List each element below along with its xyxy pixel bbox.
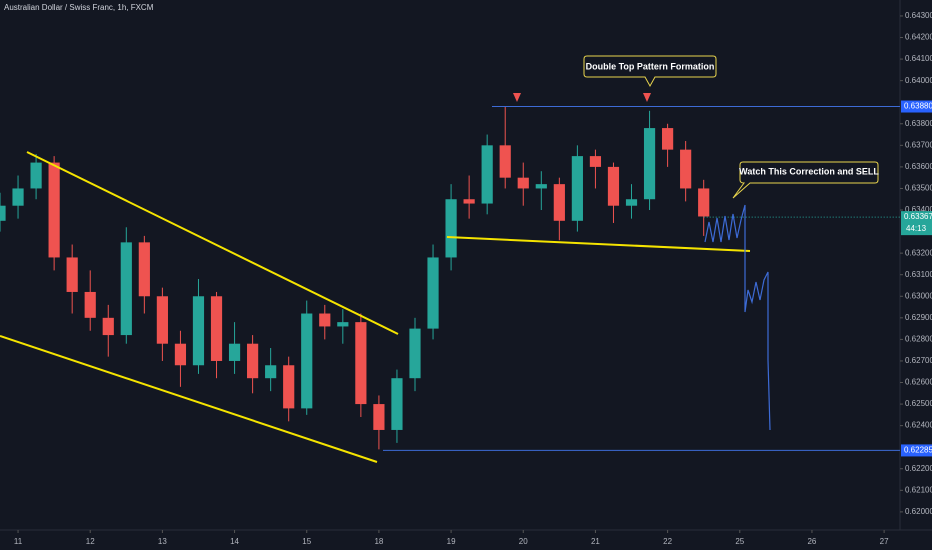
x-tick-label: 27 (880, 537, 889, 546)
candle-body (48, 162, 60, 258)
annotation-box (583, 55, 717, 88)
annotation-text: Watch This Correction and SELL (739, 166, 879, 176)
y-tick-label: 0.62100 (905, 485, 932, 494)
y-tick-label: 0.63100 (905, 270, 932, 279)
candle-body (391, 378, 403, 430)
y-tick-label: 0.63500 (905, 184, 932, 193)
annotation-box (732, 161, 879, 199)
candle-body (481, 145, 493, 204)
x-tick-label: 25 (735, 537, 744, 546)
candle-body (571, 156, 583, 221)
candle-body (283, 365, 295, 409)
candle-body (192, 296, 205, 366)
y-tick-label: 0.62800 (905, 334, 932, 343)
candle-body (84, 291, 96, 318)
y-tick-label: 0.64100 (905, 54, 932, 63)
y-tick-label: 0.62900 (905, 313, 932, 322)
x-tick-label: 20 (519, 537, 528, 546)
candle-body (625, 199, 638, 206)
candle-body (247, 343, 259, 379)
candle-body (319, 313, 331, 327)
candle-body (210, 296, 223, 361)
candle-body (66, 257, 78, 292)
candle-body (228, 343, 241, 361)
candle-body (120, 242, 132, 336)
candle-body (0, 205, 6, 221)
y-tick-label: 0.63600 (905, 162, 932, 171)
x-tick-label: 11 (14, 537, 23, 546)
candle-body (30, 162, 42, 189)
y-tick-label: 0.62500 (905, 399, 932, 408)
top-arrow (643, 93, 651, 102)
y-tick-label: 0.62700 (905, 356, 932, 365)
candle-body (427, 257, 439, 329)
y-tick-label: 0.62600 (905, 378, 932, 387)
y-tick-label: 0.64000 (905, 76, 932, 85)
candle-body (337, 322, 349, 327)
y-tick-label: 0.63700 (905, 140, 932, 149)
candle-body (265, 365, 277, 379)
level-label-box (901, 444, 932, 457)
y-tick-label: 0.62000 (905, 507, 932, 516)
candle-body (553, 184, 565, 221)
candle-body (662, 128, 674, 150)
candle-body (535, 184, 547, 189)
x-tick-label: 21 (591, 537, 600, 546)
x-tick-label: 13 (158, 537, 167, 546)
candle-body (102, 317, 114, 336)
candle-body (355, 322, 367, 405)
candle-body (12, 188, 24, 206)
y-tick-label: 0.63400 (905, 205, 932, 214)
current-price-label: 0.63367 (904, 212, 932, 221)
candle-body (301, 313, 313, 409)
top-arrow (513, 93, 521, 102)
y-tick-label: 0.63800 (905, 119, 932, 128)
candle-body (156, 296, 168, 344)
current-price-box (901, 211, 932, 236)
x-tick-label: 22 (663, 537, 672, 546)
level-label: 0.62285 (904, 446, 932, 455)
x-tick-label: 18 (374, 537, 383, 546)
candle-body (517, 177, 529, 189)
y-tick-label: 0.62400 (905, 421, 932, 430)
candle-body (463, 199, 475, 204)
candle-body (174, 343, 187, 366)
chart-title: Australian Dollar / Swiss Franc, 1h, FXC… (4, 3, 154, 12)
candle-body (698, 188, 710, 217)
y-tick-label: 0.63200 (905, 248, 932, 257)
candle-body (409, 328, 421, 379)
trendline (0, 335, 378, 463)
x-tick-label: 15 (302, 537, 311, 546)
x-tick-label: 26 (807, 537, 816, 546)
candle-body (445, 199, 457, 258)
y-tick-label: 0.64200 (905, 33, 932, 42)
candle-body (138, 242, 150, 297)
neckline (446, 236, 751, 252)
candle-body (589, 156, 602, 167)
candle-body (607, 166, 620, 206)
trendline (26, 151, 399, 335)
y-tick-label: 0.63000 (905, 291, 932, 300)
projection-path (704, 204, 771, 431)
y-tick-label: 0.62200 (905, 464, 932, 473)
candle-body (499, 145, 511, 178)
annotation-text: Double Top Pattern Formation (586, 61, 715, 71)
level-label-box (901, 100, 932, 113)
candle-body (680, 149, 692, 189)
x-tick-label: 14 (230, 537, 239, 546)
y-tick-label: 0.64300 (905, 11, 932, 20)
x-tick-label: 19 (447, 537, 456, 546)
candle-body (373, 404, 385, 430)
level-label: 0.63880 (904, 102, 932, 111)
candle-body (643, 128, 656, 200)
countdown-label: 44:13 (906, 224, 927, 233)
x-tick-label: 12 (86, 537, 95, 546)
